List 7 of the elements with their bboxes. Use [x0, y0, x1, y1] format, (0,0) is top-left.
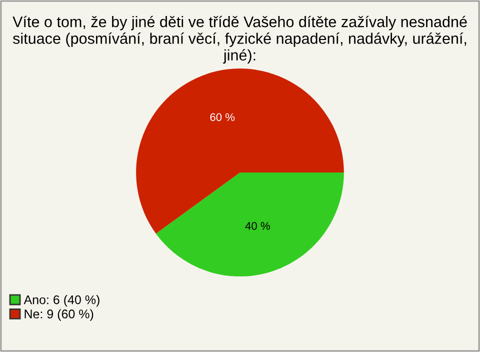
legend-label: Ne: 9 (60 %) — [24, 309, 94, 321]
chart-title: Víte o tom, že by jiné děti ve třídě Vašeho dítěte zažívaly nesnadné situace (posmívání, braní věcí, fyzické napadení, nadávky, urážení, jiné): — [12, 16, 467, 64]
legend-label: Ano: 6 (40 %) — [24, 295, 100, 307]
data-label: 60 % — [210, 113, 235, 122]
pie-slice — [136, 68, 344, 234]
data-label: 40 % — [245, 222, 270, 230]
pie-slice — [156, 172, 344, 276]
